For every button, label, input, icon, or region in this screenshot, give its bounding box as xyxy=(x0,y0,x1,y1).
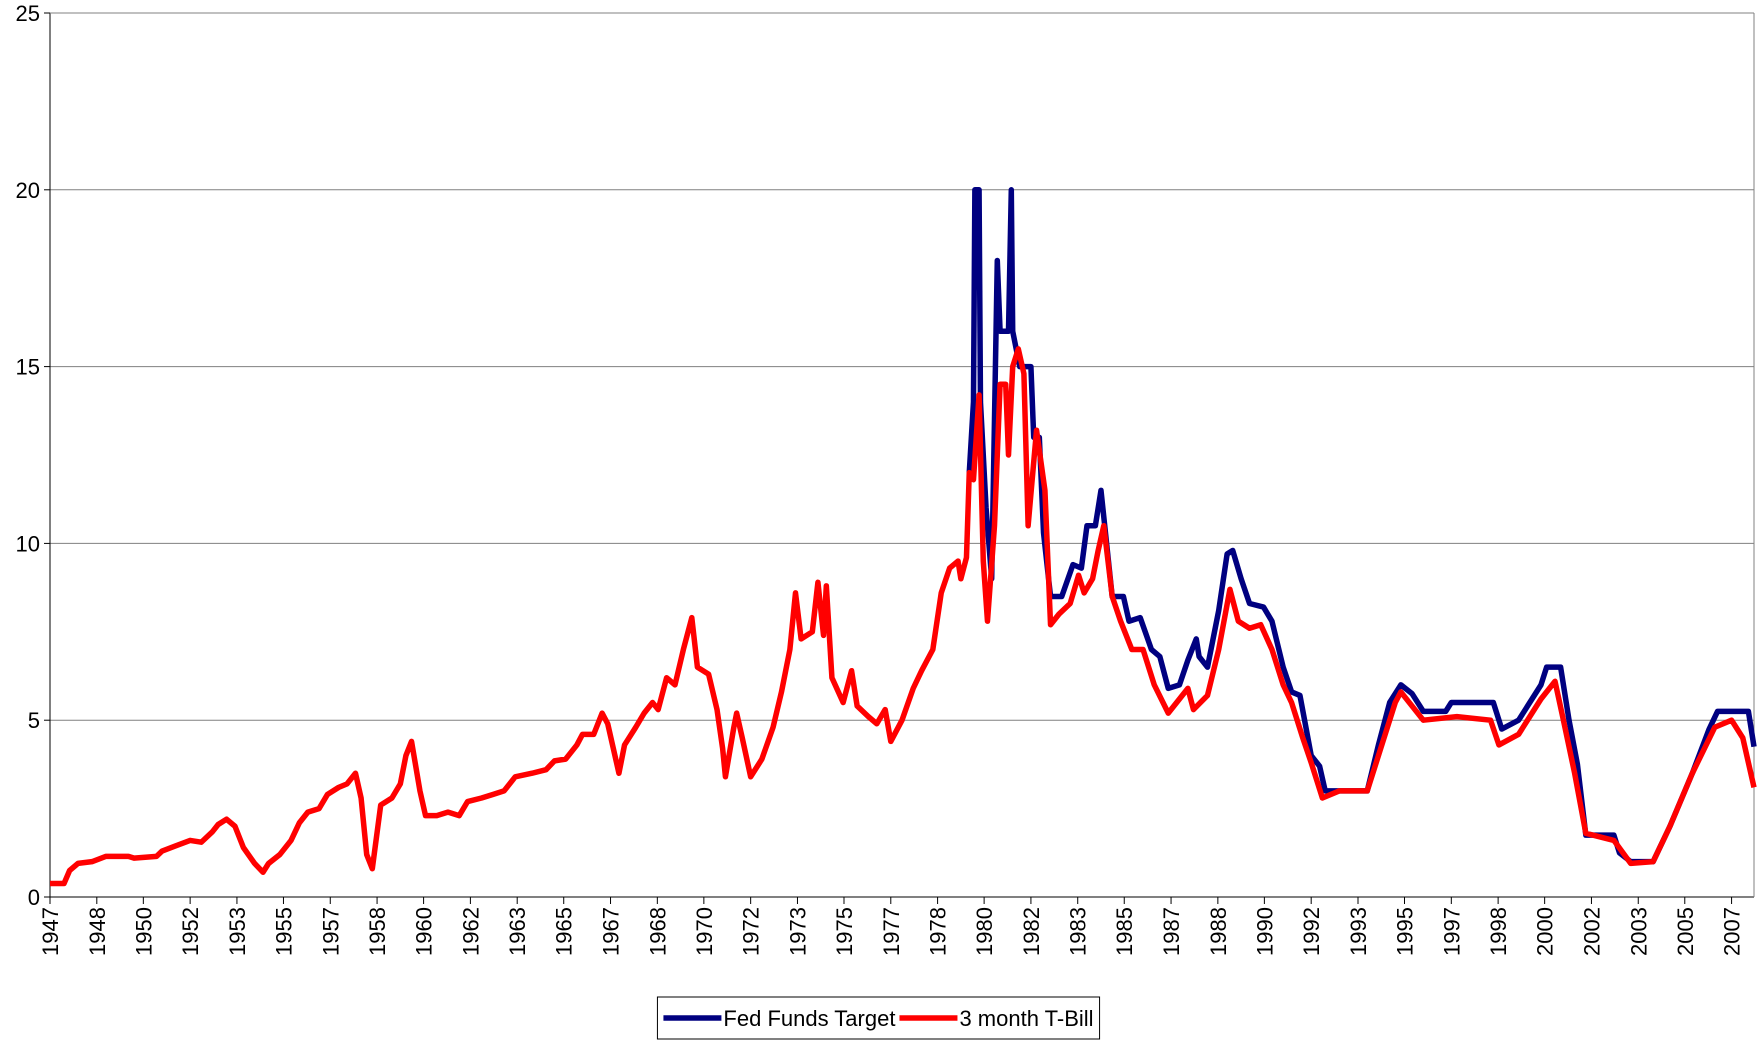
x-tick-label: 2005 xyxy=(1673,907,1698,956)
legend: Fed Funds Target 3 month T-Bill xyxy=(656,996,1101,1040)
x-tick-label: 1975 xyxy=(832,907,857,956)
x-tick-label: 1998 xyxy=(1486,907,1511,956)
x-tick-label: 1995 xyxy=(1393,907,1418,956)
x-tick-label: 1948 xyxy=(85,907,110,956)
y-tick-label: 25 xyxy=(16,1,40,26)
y-tick-label: 5 xyxy=(28,708,40,733)
x-tick-label: 1947 xyxy=(38,907,63,956)
x-tick-label: 1957 xyxy=(318,907,343,956)
x-tick-label: 2007 xyxy=(1720,907,1745,956)
x-tick-label: 1955 xyxy=(271,907,296,956)
legend-box xyxy=(656,996,1101,1040)
x-tick-label: 1963 xyxy=(505,907,530,956)
x-tick-label: 1980 xyxy=(972,907,997,956)
y-tick-label: 20 xyxy=(16,178,40,203)
x-tick-label: 1967 xyxy=(599,907,624,956)
x-tick-label: 1985 xyxy=(1112,907,1137,956)
x-tick-label: 1983 xyxy=(1066,907,1091,956)
y-tick-label: 10 xyxy=(16,531,40,556)
legend-label: 3 month T-Bill xyxy=(959,1006,1093,1031)
x-tick-label: 1990 xyxy=(1252,907,1277,956)
x-tick-label: 1970 xyxy=(692,907,717,956)
series-line xyxy=(966,187,1757,865)
x-tick-label: 1950 xyxy=(131,907,156,956)
x-tick-label: 1977 xyxy=(879,907,904,956)
x-tick-label: 1978 xyxy=(926,907,951,956)
x-tick-label: 1965 xyxy=(552,907,577,956)
x-tick-label: 2003 xyxy=(1626,907,1651,956)
x-tick-label: 2000 xyxy=(1533,907,1558,956)
y-tick-label: 0 xyxy=(28,885,40,910)
x-tick-label: 1993 xyxy=(1346,907,1371,956)
x-tick-label: 1987 xyxy=(1159,907,1184,956)
x-tick-label: 1952 xyxy=(178,907,203,956)
legend-label: Fed Funds Target xyxy=(723,1006,895,1031)
x-tick-label: 1953 xyxy=(225,907,250,956)
y-tick-label: 15 xyxy=(16,355,40,380)
x-tick-label: 1968 xyxy=(645,907,670,956)
x-tick-label: 1997 xyxy=(1439,907,1464,956)
x-tick-label: 1972 xyxy=(739,907,764,956)
x-tick-label: 1958 xyxy=(365,907,390,956)
x-tick-label: 1962 xyxy=(458,907,483,956)
x-tick-label: 1982 xyxy=(1019,907,1044,956)
x-tick-label: 1992 xyxy=(1299,907,1324,956)
x-tick-label: 1988 xyxy=(1206,907,1231,956)
x-tick-label: 1960 xyxy=(412,907,437,956)
x-tick-label: 1973 xyxy=(785,907,810,956)
x-tick-label: 2002 xyxy=(1579,907,1604,956)
series-line xyxy=(50,346,1757,887)
